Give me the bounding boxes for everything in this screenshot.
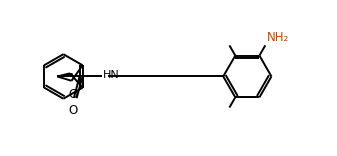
Text: O: O xyxy=(68,104,78,117)
Text: O: O xyxy=(68,88,78,101)
Text: HN: HN xyxy=(103,70,120,80)
Text: NH₂: NH₂ xyxy=(267,31,289,44)
